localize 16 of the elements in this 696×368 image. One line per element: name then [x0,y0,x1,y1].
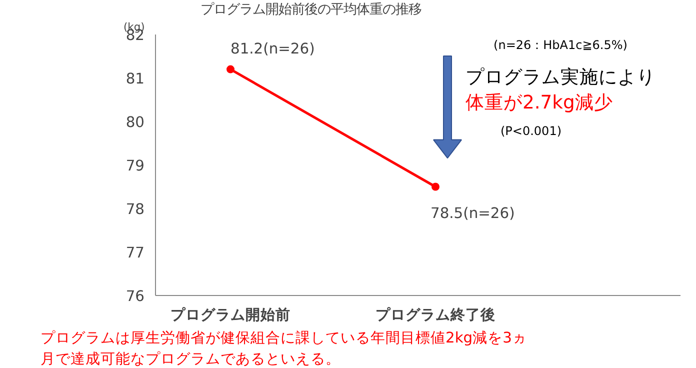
y-tick-label: 77 [126,244,145,262]
annotation: (P<0.001) [500,124,562,138]
annotation: 体重が2.7kg減少 [466,92,613,114]
text: プログラムは厚生労働省が健保組合に課している年間目標値2kg減を3ヵ月で達成可能なプログラムであるといえる。 [40,330,527,368]
x-tick-label: プログラム終了後 [376,306,496,324]
annotation: (n=26：HbA1c≧6.5%) [494,38,628,52]
y-tick-label: 81 [126,70,145,88]
x-tick-label: プログラム開始前 [170,306,290,324]
y-tick-label: 79 [126,158,145,174]
y-tick-label: 76 [126,288,145,305]
y-tick-label: 78 [126,201,145,218]
chart-title: プログラム開始前後の平均体重の推移 [200,2,422,18]
y-tick-label: 80 [126,114,145,131]
annotation: プログラム実施により [466,66,656,88]
data-label: 81.2(n=26) [230,40,315,58]
data-label: 78.5(n=26) [430,204,515,222]
